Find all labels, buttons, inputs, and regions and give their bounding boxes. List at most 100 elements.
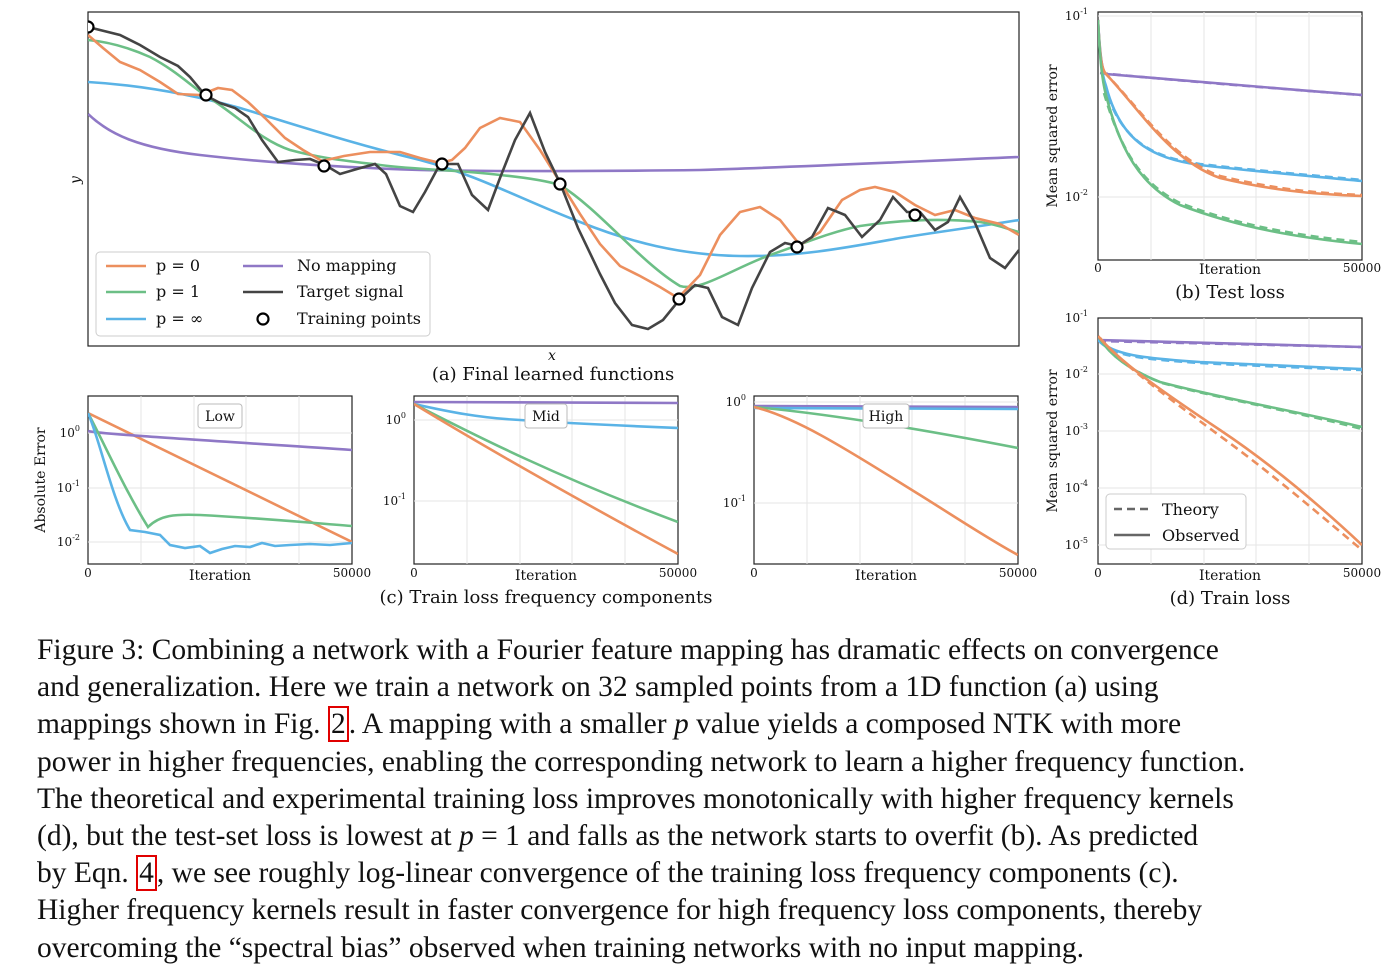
caption-text: , we see roughly log-linear convergence … — [156, 857, 1179, 890]
legend-label-pinf: p = ∞ — [156, 309, 203, 328]
curve-no-mapping — [88, 113, 1019, 173]
caption-text: by Eqn. — [37, 857, 137, 890]
panel-c-low: Low 100 10-1 10-2 0 50000 Iteration — [57, 395, 371, 584]
legend-label-p1: p = 1 — [156, 282, 200, 301]
training-point — [435, 157, 449, 171]
high-ytick-1: 10-1 — [723, 494, 746, 510]
mid-xlabel: Iteration — [515, 568, 577, 584]
panel-b-ytick-1: 10-1 — [1065, 7, 1088, 23]
panel-c-caption: (c) Train loss frequency components — [380, 587, 713, 608]
mid-ytick-0: 100 — [386, 411, 406, 427]
panel-d-ytick-1: 10-1 — [1065, 309, 1088, 325]
legend-box — [95, 251, 431, 337]
caption-var-p: p — [458, 820, 474, 853]
panel-b-caption: (b) Test loss — [1175, 282, 1285, 303]
mid-nomap — [414, 400, 678, 405]
panel-d-xlabel: Iteration — [1199, 568, 1261, 584]
figure-3: p = 0 p = 1 p = ∞ No mapping Target sign… — [33, 7, 1381, 609]
caption-line-6: (d), but the test-set loss is lowest at … — [37, 818, 1382, 855]
low-title: Low — [205, 409, 235, 425]
panel-b-xlabel: Iteration — [1199, 262, 1261, 278]
high-ytick-0: 100 — [726, 393, 746, 409]
mid-pinf — [414, 402, 678, 430]
panel-d-ytick-4: 10-4 — [1065, 479, 1088, 495]
panel-d-xtick-50000: 50000 — [1343, 566, 1381, 580]
low-ytick-1: 10-1 — [57, 479, 80, 495]
curve-p0 — [88, 34, 1019, 300]
training-point — [199, 88, 213, 102]
panel-a-xlabel: x — [548, 348, 556, 364]
training-point — [88, 20, 95, 34]
panel-a-ylabel: y — [68, 175, 84, 185]
high-title: High — [869, 409, 904, 425]
mid-xtick-0: 0 — [410, 566, 418, 580]
panel-b-xtick-50000: 50000 — [1343, 261, 1381, 275]
caption-line-2: and generalization. Here we train a netw… — [37, 671, 1159, 704]
mid-xtick-50000: 50000 — [659, 566, 697, 580]
panel-d-ytick-3: 10-3 — [1065, 422, 1088, 438]
high-title-box — [862, 403, 910, 429]
figure-caption: Figure 3: Combining a network with a Fou… — [37, 632, 1382, 967]
low-title-box — [197, 403, 243, 429]
low-xtick-50000: 50000 — [333, 566, 371, 580]
low-xtick-0: 0 — [84, 566, 92, 580]
panel-b-test-loss: 10-1 10-2 0 50000 Iteration Mean squared… — [1045, 7, 1381, 303]
high-xlabel: Iteration — [855, 568, 917, 584]
panel-b-xtick-0: 0 — [1094, 261, 1102, 275]
training-point — [790, 240, 804, 254]
caption-text: value yields a composed NTK with more — [688, 708, 1182, 741]
curve-p-inf — [88, 80, 1019, 258]
legend-swatch-points — [256, 312, 270, 326]
panel-b-grid — [1098, 12, 1362, 260]
low-ytick-2: 10-2 — [57, 533, 80, 549]
caption-text: = 1 and falls as the network starts to o… — [473, 820, 1199, 853]
train-loss-p0-observed — [1098, 335, 1362, 546]
caption-text: (d), but the test-set loss is lowest at — [37, 820, 459, 853]
train-loss-pinf-theory — [1099, 341, 1362, 372]
test-loss-p1-observed — [1098, 19, 1362, 246]
panel-d-ylabel: Mean squared error — [1045, 369, 1061, 512]
figure-ref-link[interactable]: 2 — [327, 706, 349, 743]
panel-d-ytick-2: 10-2 — [1065, 365, 1088, 381]
panel-c-ylabel: Absolute Error — [33, 427, 49, 534]
panel-b-ylabel: Mean squared error — [1045, 64, 1061, 207]
caption-line-1: Figure 3: Combining a network with a Fou… — [37, 634, 1219, 666]
panel-c-mid: Mid 100 10-1 0 50000 Iteration — [383, 395, 697, 584]
caption-line-9: overcoming the “spectral bias” observed … — [37, 931, 1084, 964]
low-xlabel: Iteration — [189, 568, 251, 584]
panel-d-legend: Theory Observed — [1105, 493, 1247, 550]
training-points — [88, 20, 922, 306]
panel-d-ytick-5: 10-5 — [1065, 536, 1088, 552]
panel-d-caption: (d) Train loss — [1170, 588, 1291, 609]
mid-title: Mid — [532, 409, 560, 425]
high-p0 — [754, 405, 1018, 557]
caption-text: mappings shown in Fig. — [37, 708, 328, 741]
panel-d-xtick-0: 0 — [1094, 566, 1102, 580]
mid-ytick-1: 10-1 — [383, 492, 406, 508]
legend-label-points: Training points — [297, 309, 421, 328]
low-pinf — [88, 412, 352, 555]
legend-label-target: Target signal — [297, 282, 403, 301]
caption-line-8: Higher frequency kernels result in faste… — [37, 894, 1203, 927]
panel-c-high: High 100 10-1 0 50000 Iteration — [723, 393, 1037, 584]
training-point — [553, 177, 567, 191]
mid-title-box — [524, 403, 568, 429]
test-loss-nomap-theory — [1099, 71, 1362, 97]
caption-line-4: power in higher frequencies, enabling th… — [37, 745, 1246, 778]
legend-label-theory: Theory — [1162, 500, 1219, 519]
legend-label-observed: Observed — [1162, 526, 1239, 545]
panel-d-train-loss: Theory Observed 10-1 10-2 10-3 10-4 10-5… — [1045, 309, 1381, 609]
curve-target-signal — [88, 25, 1019, 331]
caption-line-7: by Eqn. 4, we see roughly log-linear con… — [37, 855, 1382, 892]
mid-p0 — [414, 402, 678, 556]
low-ytick-0: 100 — [60, 424, 80, 440]
low-p1 — [88, 412, 352, 530]
training-point — [317, 159, 331, 173]
panel-a-final-learned-functions: p = 0 p = 1 p = ∞ No mapping Target sign… — [68, 11, 1020, 385]
caption-text: . A mapping with a smaller — [348, 708, 674, 741]
equation-ref-link[interactable]: 4 — [136, 855, 157, 892]
caption-var-p: p — [673, 708, 689, 741]
caption-line-3: mappings shown in Fig. 2. A mapping with… — [37, 706, 1382, 743]
high-xtick-50000: 50000 — [999, 566, 1037, 580]
training-point — [672, 292, 686, 306]
